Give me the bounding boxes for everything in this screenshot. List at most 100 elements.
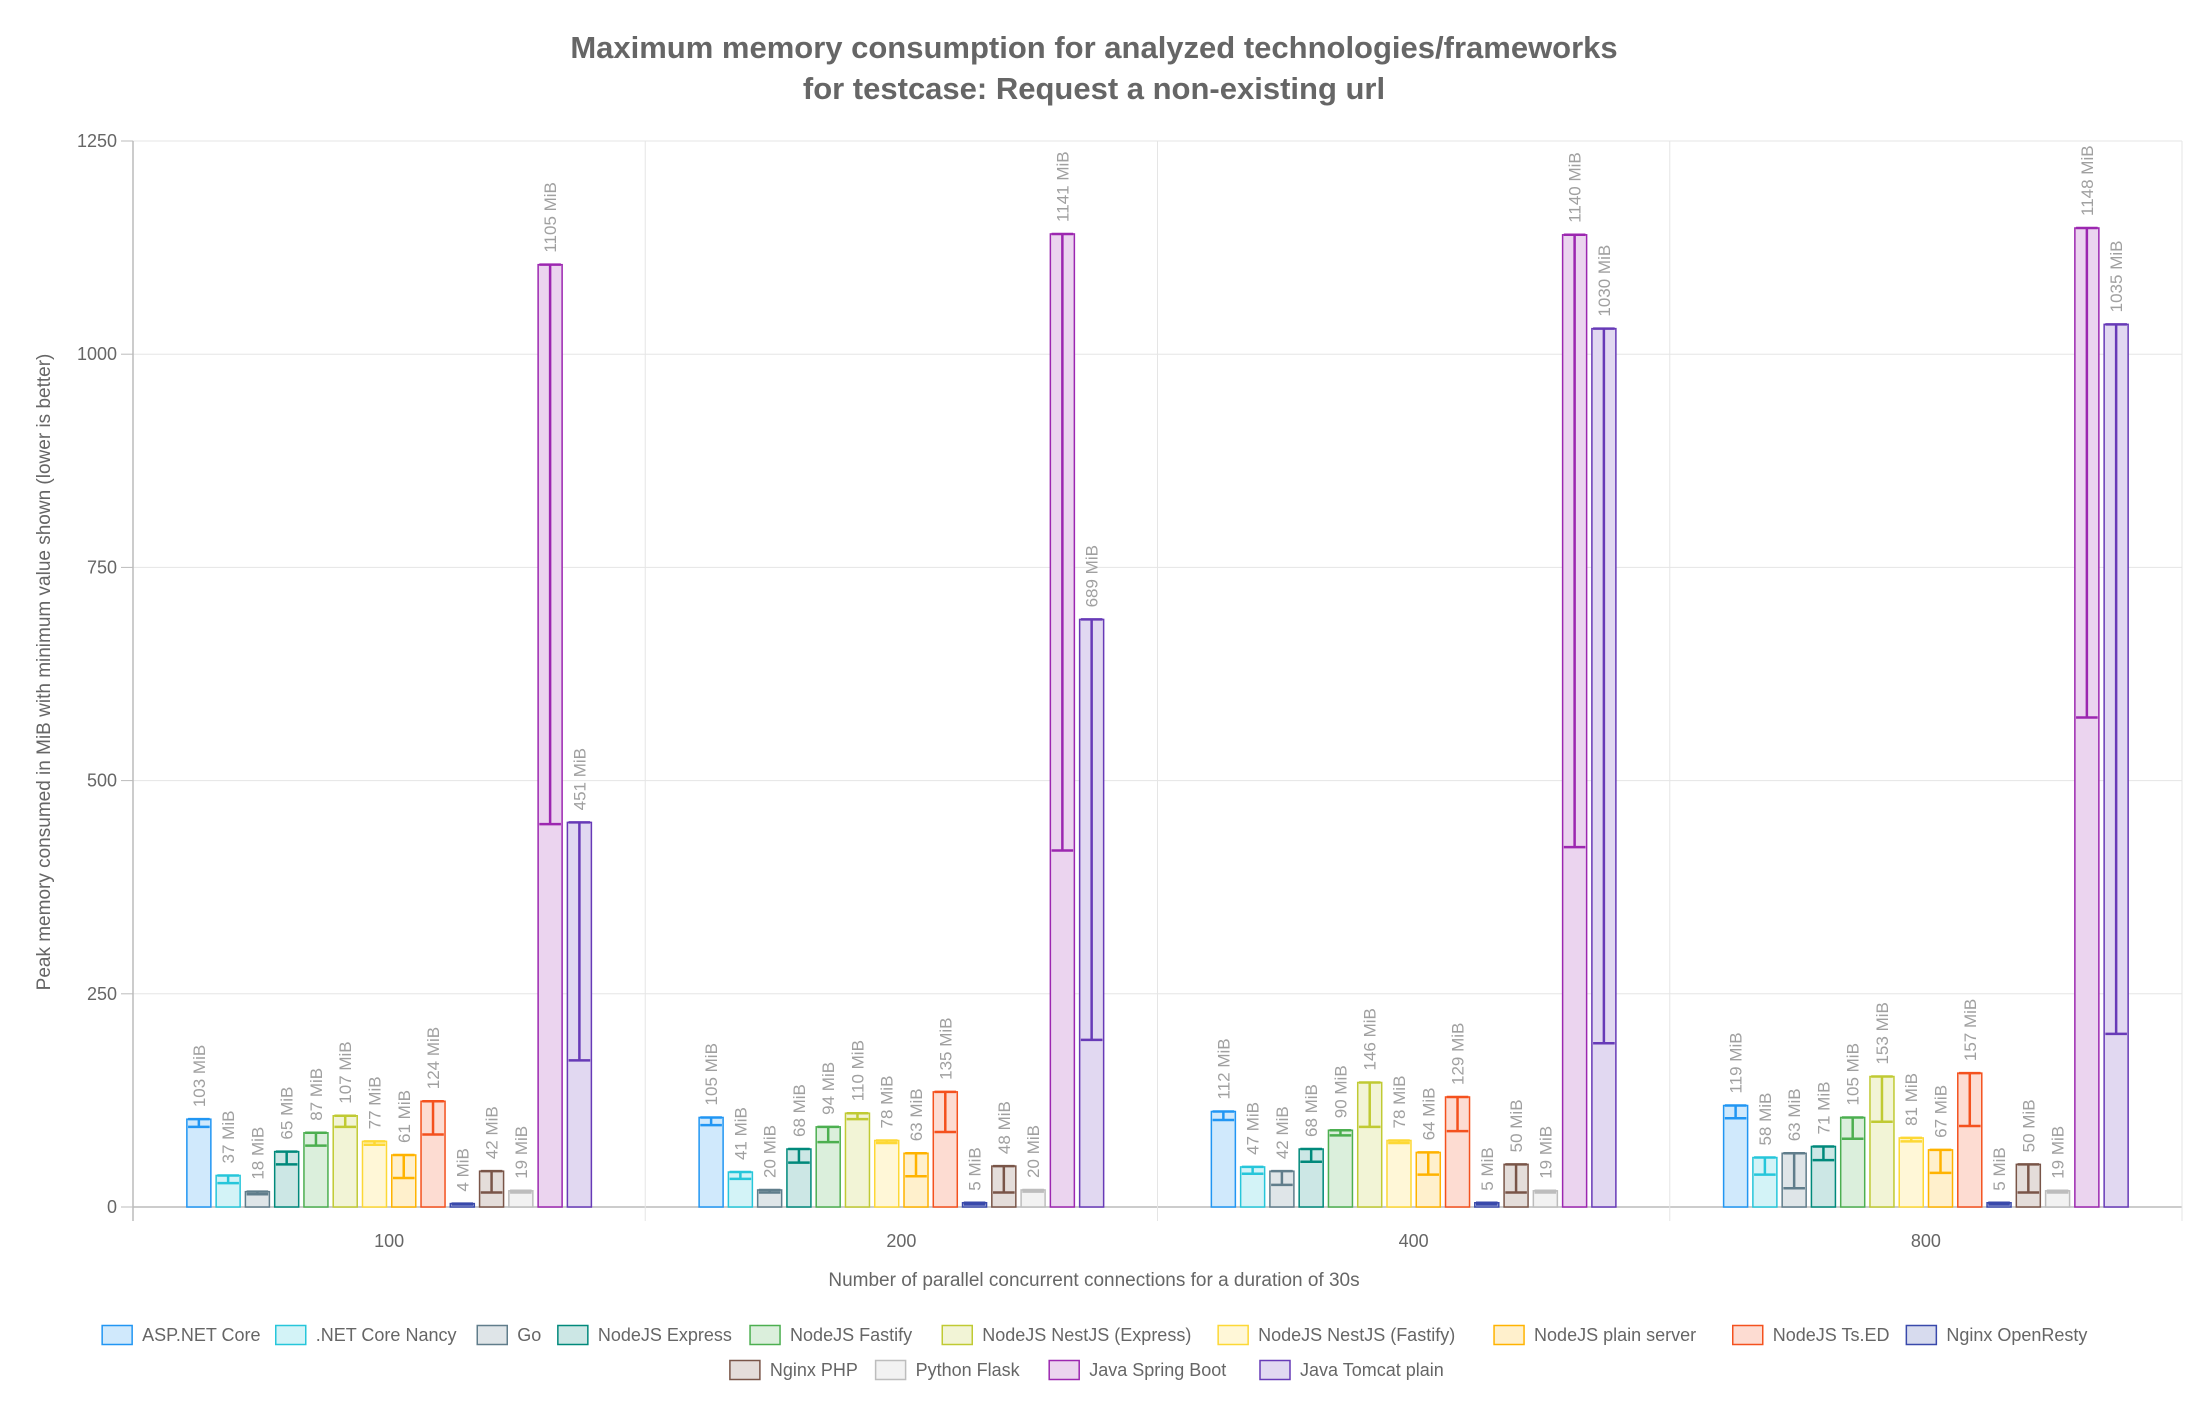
data-label: 41 MiB bbox=[731, 1107, 750, 1160]
data-label: 81 MiB bbox=[1902, 1073, 1921, 1126]
series-nodejs-plain-server: 61 MiB 63 MiB 64 MiB 67 MiB bbox=[391, 1085, 1954, 1208]
data-label: 1105 MiB bbox=[541, 182, 560, 253]
legend-item-nginx-php[interactable]: Nginx PHP bbox=[729, 1359, 858, 1381]
legend-item-python-flask[interactable]: Python Flask bbox=[874, 1359, 1021, 1381]
legend-swatch bbox=[1493, 1324, 1525, 1346]
data-label: 50 MiB bbox=[2019, 1099, 2038, 1152]
bar bbox=[844, 1112, 871, 1208]
data-label: 65 MiB bbox=[278, 1087, 297, 1140]
data-label: 58 MiB bbox=[1756, 1093, 1775, 1146]
data-label: 68 MiB bbox=[790, 1084, 809, 1137]
x-tick-label: 800 bbox=[1911, 1231, 1941, 1251]
data-label: 124 MiB bbox=[424, 1027, 443, 1089]
y-axis-title: Peak memory consumed in MiB with minimum… bbox=[34, 354, 55, 991]
legend-label: NodeJS plain server bbox=[1534, 1325, 1696, 1345]
data-label: 110 MiB bbox=[848, 1040, 867, 1101]
data-label: 1141 MiB bbox=[1053, 151, 1072, 222]
data-label: 135 MiB bbox=[936, 1017, 955, 1079]
bar bbox=[1210, 1110, 1237, 1208]
tick-labels: 0 250 500 750 1000 1250 100 200 400 800 bbox=[77, 131, 1941, 1251]
data-label: 78 MiB bbox=[1390, 1076, 1409, 1129]
legend-item-nodejs-ts-ed[interactable]: NodeJS Ts.ED bbox=[1732, 1324, 1890, 1346]
data-label: 67 MiB bbox=[1932, 1085, 1951, 1138]
data-label: 20 MiB bbox=[1024, 1125, 1043, 1178]
legend-item-nodejs-nestjs-express[interactable]: NodeJS NestJS (Express) bbox=[941, 1324, 1191, 1346]
legend-item-nginx-openresty[interactable]: Nginx OpenResty bbox=[1905, 1324, 2087, 1346]
y-tick-label: 500 bbox=[87, 771, 117, 791]
data-label: 71 MiB bbox=[1814, 1082, 1833, 1135]
data-label: 1148 MiB bbox=[2078, 145, 2097, 216]
data-label: 157 MiB bbox=[1961, 999, 1980, 1061]
x-tick-label: 200 bbox=[886, 1231, 916, 1251]
legend-swatch bbox=[749, 1324, 781, 1346]
data-label: 77 MiB bbox=[365, 1076, 384, 1129]
legend-item-asp-net-core[interactable]: ASP.NET Core bbox=[101, 1324, 261, 1346]
data-label: 19 MiB bbox=[512, 1126, 531, 1179]
legend-label: Nginx PHP bbox=[770, 1360, 858, 1380]
bar bbox=[873, 1139, 900, 1208]
legend-swatch bbox=[557, 1324, 589, 1346]
data-label: 48 MiB bbox=[995, 1101, 1014, 1154]
data-label: 146 MiB bbox=[1361, 1008, 1380, 1070]
data-label: 68 MiB bbox=[1302, 1084, 1321, 1137]
legend-label: Go bbox=[517, 1325, 541, 1345]
legend-item-nodejs-fastify[interactable]: NodeJS Fastify bbox=[749, 1324, 912, 1346]
data-label: 5 MiB bbox=[1478, 1147, 1497, 1190]
data-label: 119 MiB bbox=[1727, 1032, 1746, 1093]
legend-item-java-spring-boot[interactable]: Java Spring Boot bbox=[1048, 1359, 1226, 1381]
legend-label: NodeJS Ts.ED bbox=[1773, 1325, 1890, 1345]
legend-swatch bbox=[941, 1324, 973, 1346]
data-label: 19 MiB bbox=[2049, 1126, 2068, 1179]
data-label: 42 MiB bbox=[483, 1106, 502, 1159]
series-asp-net-core: 103 MiB 105 MiB 112 MiB 119 MiB bbox=[186, 1032, 1749, 1208]
series-go: 18 MiB 20 MiB 42 MiB 63 MiB bbox=[244, 1088, 1807, 1208]
legend-label: NodeJS Fastify bbox=[790, 1325, 912, 1345]
bar bbox=[1298, 1148, 1324, 1208]
legend-item-nodejs-nestjs-fastify[interactable]: NodeJS NestJS (Fastify) bbox=[1217, 1324, 1455, 1346]
series-net-core-nancy: 37 MiB 41 MiB 47 MiB 58 MiB bbox=[215, 1093, 1778, 1208]
data-label: 4 MiB bbox=[453, 1148, 472, 1191]
data-label: 451 MiB bbox=[570, 748, 589, 810]
x-tick-label: 400 bbox=[1399, 1231, 1429, 1251]
data-label: 78 MiB bbox=[878, 1076, 897, 1129]
legend-item-nodejs-plain-server[interactable]: NodeJS plain server bbox=[1493, 1324, 1696, 1346]
data-label: 61 MiB bbox=[395, 1090, 414, 1143]
legend-item-nodejs-express[interactable]: NodeJS Express bbox=[557, 1324, 732, 1346]
legend-swatch bbox=[476, 1324, 508, 1346]
data-label: 87 MiB bbox=[307, 1068, 326, 1121]
series-nodejs-express: 65 MiB 68 MiB 68 MiB 71 MiB bbox=[273, 1082, 1837, 1208]
bar bbox=[1898, 1137, 1924, 1208]
data-label: 94 MiB bbox=[819, 1062, 838, 1115]
legend-swatch bbox=[1217, 1324, 1249, 1346]
legend-label: Nginx OpenResty bbox=[1946, 1325, 2087, 1345]
data-label: 50 MiB bbox=[1507, 1099, 1526, 1152]
data-label: 90 MiB bbox=[1331, 1065, 1350, 1118]
legend-label: .NET Core Nancy bbox=[316, 1325, 457, 1345]
axes bbox=[121, 140, 133, 1208]
legend-item-go[interactable]: Go bbox=[476, 1324, 541, 1346]
series-java-tomcat-plain: 451 MiB 689 MiB 1030 MiB 1035 MiB bbox=[566, 241, 2129, 1208]
data-label: 112 MiB bbox=[1214, 1038, 1233, 1099]
data-label: 47 MiB bbox=[1244, 1102, 1263, 1155]
y-tick-label: 250 bbox=[87, 984, 117, 1004]
y-tick-label: 1000 bbox=[77, 344, 117, 364]
data-label: 1140 MiB bbox=[1566, 152, 1585, 223]
legend-label: Java Tomcat plain bbox=[1300, 1360, 1444, 1380]
legend-label: Python Flask bbox=[916, 1360, 1021, 1380]
bar bbox=[1327, 1129, 1354, 1208]
legend-item-java-tomcat-plain[interactable]: Java Tomcat plain bbox=[1259, 1359, 1444, 1381]
legend-item-net-core-nancy[interactable]: .NET Core Nancy bbox=[275, 1324, 457, 1346]
bar bbox=[1722, 1104, 1749, 1208]
bars-layer: 103 MiB 105 MiB 112 MiB 119 MiB 37 MiB 41 MiB… bbox=[186, 145, 2129, 1208]
data-label: 18 MiB bbox=[248, 1127, 267, 1180]
legend-swatch bbox=[275, 1324, 307, 1346]
chart-subtitle: for testcase: Request a non-existing url bbox=[803, 71, 1385, 106]
legend-label: NodeJS NestJS (Fastify) bbox=[1258, 1325, 1455, 1345]
bar bbox=[332, 1115, 358, 1208]
bar bbox=[1386, 1139, 1412, 1208]
y-tick-label: 750 bbox=[87, 557, 117, 577]
data-label: 37 MiB bbox=[219, 1111, 238, 1164]
legend-label: NodeJS Express bbox=[598, 1325, 732, 1345]
legend-swatch bbox=[1259, 1359, 1291, 1381]
series-nginx-php: 42 MiB 48 MiB 50 MiB 50 MiB bbox=[478, 1099, 2042, 1208]
